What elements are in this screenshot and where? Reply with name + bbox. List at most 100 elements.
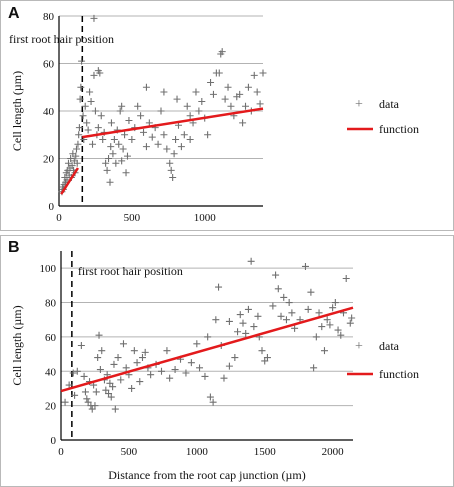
data-point (119, 340, 127, 348)
x-tick-label: 1500 (254, 446, 277, 458)
legend-b-function-label: function (379, 367, 419, 381)
data-point (125, 117, 133, 124)
data-point (94, 354, 102, 362)
data-point (331, 299, 339, 307)
data-point (65, 381, 73, 389)
data-point (68, 162, 76, 170)
data-point (83, 395, 91, 403)
data-point (209, 398, 217, 406)
data-point (236, 90, 244, 98)
function-line-segment (60, 167, 79, 195)
panel-b-function-line (60, 306, 354, 393)
y-tick-label: 80 (43, 11, 55, 23)
data-point (90, 14, 98, 22)
data-point (304, 305, 312, 313)
data-point (318, 323, 326, 331)
data-point (348, 314, 356, 322)
data-point (97, 112, 105, 120)
data-point (177, 143, 185, 151)
data-point (138, 354, 146, 362)
data-point (86, 88, 94, 96)
data-point (98, 347, 106, 355)
data-point (69, 369, 77, 377)
data-point (75, 124, 83, 132)
data-point (212, 316, 220, 324)
data-point (258, 347, 266, 355)
data-point (334, 326, 342, 334)
data-point (272, 271, 280, 279)
data-point (121, 131, 129, 139)
data-point (81, 102, 89, 110)
data-point (329, 304, 337, 312)
data-point (79, 112, 87, 120)
y-tick-label: 20 (45, 401, 57, 413)
data-point (166, 374, 174, 382)
data-point (160, 131, 168, 139)
data-point (259, 69, 267, 77)
y-tick-label: 0 (49, 201, 55, 213)
panel-b-y-axis-label: Cell length (µm) (10, 305, 24, 385)
data-point (242, 102, 250, 110)
data-point (323, 316, 331, 324)
data-point (61, 398, 69, 406)
data-point (186, 136, 194, 143)
data-point (342, 274, 350, 282)
data-point (81, 388, 89, 396)
data-point (80, 372, 88, 380)
data-point (92, 388, 100, 396)
data-point (87, 98, 95, 105)
y-tick-label: 40 (45, 366, 57, 378)
data-point (64, 159, 72, 167)
data-point (277, 312, 285, 320)
panel-b-chart: B first root hair position 020406080100 … (8, 239, 419, 482)
data-point (186, 112, 194, 120)
x-tick-label: 0 (56, 212, 62, 224)
data-point (167, 166, 175, 174)
x-tick-label: 500 (124, 212, 141, 224)
data-point (107, 143, 115, 151)
data-point (94, 124, 102, 132)
data-point (73, 367, 81, 375)
data-point (244, 305, 252, 313)
data-point (207, 79, 215, 86)
y-tick-label: 100 (40, 263, 57, 275)
panel-b-axes (60, 251, 353, 441)
data-point (133, 359, 141, 367)
data-point (196, 364, 204, 372)
panel-b-frame: B first root hair position 0 20 40 60 80 100 … (0, 235, 454, 487)
data-point (310, 364, 318, 372)
panel-a-root-hair-label: first root hair position (9, 32, 114, 46)
panel-a-letter: A (8, 5, 20, 22)
data-point (74, 140, 82, 148)
data-point (242, 329, 250, 337)
legend-b-data-marker: + (355, 339, 363, 354)
data-point (107, 393, 115, 401)
data-point (171, 366, 179, 374)
data-point (206, 393, 214, 401)
data-point (192, 88, 200, 96)
data-point (169, 174, 177, 181)
data-point (326, 321, 334, 329)
data-point (158, 367, 166, 375)
data-point (236, 311, 244, 319)
panel-b-x-axis-label: Distance from the root cap junction (µm) (108, 468, 306, 482)
data-point (254, 312, 262, 320)
data-point (288, 309, 296, 317)
data-point (172, 136, 180, 143)
data-point (76, 95, 84, 103)
data-point (234, 328, 242, 336)
data-point (282, 316, 290, 324)
data-point (170, 150, 178, 158)
data-point (187, 359, 195, 367)
data-point (225, 362, 233, 370)
data-point (253, 88, 261, 96)
y-tick-label: 40 (43, 106, 55, 118)
panel-a-y-ticks: 0 20 40 60 80 (43, 11, 55, 213)
data-point (91, 402, 99, 410)
data-point (256, 100, 264, 108)
x-tick-label: 500 (121, 446, 138, 458)
data-point (73, 159, 81, 167)
panel-b-y-ticks: 0 20 40 60 80 100 (40, 263, 57, 447)
data-point (220, 374, 228, 382)
panel-a-x-ticks: 0 500 1000 (56, 212, 216, 224)
